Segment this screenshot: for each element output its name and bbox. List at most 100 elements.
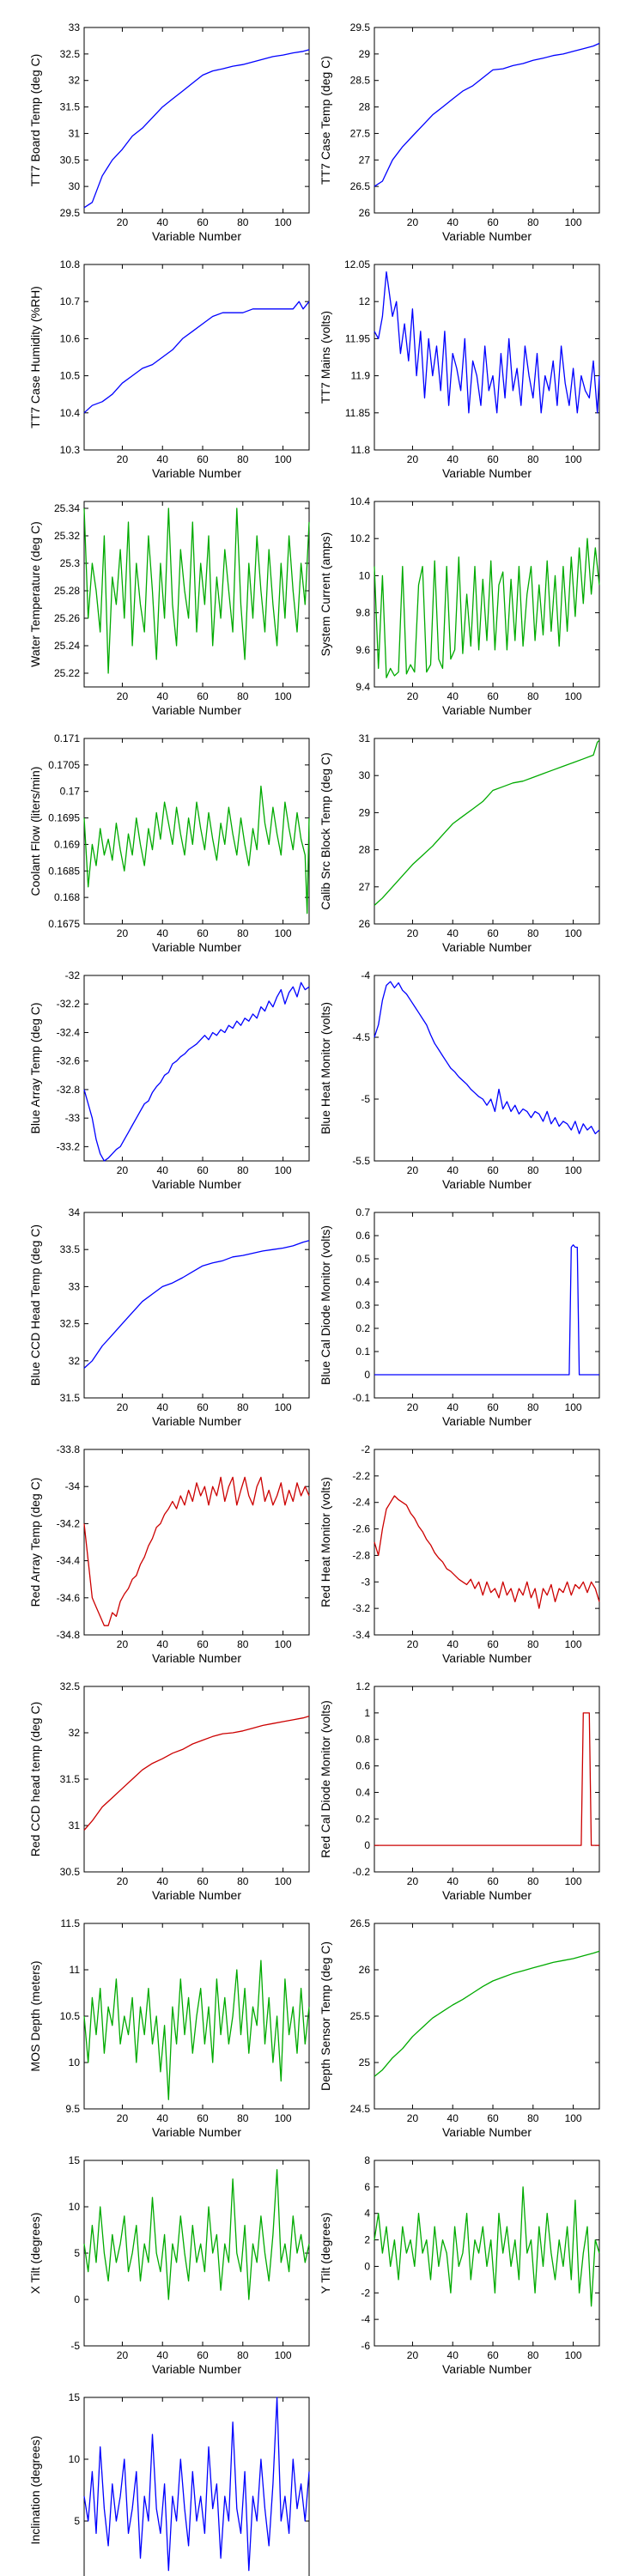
y-tick-label: -4 (361, 2313, 370, 2325)
x-tick-label: 40 (157, 927, 169, 939)
y-axis-label: Calib Src Block Temp (deg C) (319, 752, 332, 909)
y-tick-label: 33 (69, 1280, 81, 1292)
x-tick-label: 20 (407, 2349, 419, 2361)
y-axis-label: Water Temperature (deg C) (28, 521, 42, 667)
y-tick-label: 0 (364, 2260, 370, 2272)
chart-5: 20 40 60 80 100 25.22 25.24 25.26 25.28 25.3 25.32… (28, 501, 310, 717)
y-tick-label: 0.6 (355, 1230, 370, 1242)
y-tick-label: 0.3 (355, 1299, 370, 1311)
y-tick-label: 32 (69, 1355, 81, 1367)
y-tick-label: 10.4 (350, 495, 371, 507)
y-tick-label: -34.2 (57, 1517, 81, 1529)
x-tick-label: 100 (275, 1638, 292, 1650)
y-tick-label: 11 (70, 1964, 81, 1976)
y-tick-label: 25.24 (54, 640, 80, 652)
x-tick-label: 40 (447, 1875, 459, 1887)
x-axis-label: Variable Number (152, 1414, 241, 1428)
y-tick-label: 12.05 (344, 258, 370, 270)
y-tick-label: 0.1695 (48, 812, 80, 824)
y-tick-label: 32.5 (60, 1680, 81, 1692)
y-axis-label: TT7 Case Humidity (%RH) (28, 286, 42, 428)
x-tick-label: 40 (447, 690, 459, 702)
y-tick-label: 10.5 (60, 370, 81, 382)
x-axis-label: Variable Number (152, 703, 241, 717)
y-tick-label: 25.28 (54, 585, 80, 597)
y-tick-label: -3.2 (352, 1602, 370, 1614)
y-tick-label: 0.4 (355, 1276, 370, 1288)
chart-2: 20 40 60 80 100 26 26.5 27 27.5 28 28.5 29 29.5 Varia… (319, 21, 600, 243)
x-tick-label: 80 (237, 1875, 249, 1887)
series-line (374, 270, 600, 414)
y-tick-label: -32.2 (57, 998, 81, 1010)
y-tick-label: 33 (69, 21, 81, 33)
y-tick-label: 11.5 (61, 1917, 81, 1929)
plot-frame (374, 975, 600, 1162)
y-tick-label: 10.2 (350, 532, 371, 544)
x-tick-label: 20 (407, 1875, 419, 1887)
chart-18: 20 40 60 80 100 24.5 25 25.5 26 26.5 Variable Numb… (319, 1917, 600, 2139)
chart-7: 20 40 60 80 100 0.1675 0.168 0.1685 0.169 0.1695 0… (28, 732, 310, 954)
y-tick-label: 0 (364, 1839, 370, 1851)
plot-frame (374, 2160, 600, 2347)
y-tick-label: 26 (359, 918, 371, 930)
x-tick-label: 100 (275, 453, 292, 465)
plot-frame (83, 264, 310, 451)
y-tick-label: -34.6 (57, 1592, 81, 1604)
y-tick-label: -6 (361, 2340, 370, 2352)
plot-frame (374, 1923, 600, 2110)
y-tick-label: 5 (74, 2247, 80, 2259)
plot-frame (83, 1449, 310, 1636)
series-line (83, 1476, 310, 1626)
x-axis-label: Variable Number (152, 466, 241, 480)
series-line (374, 739, 600, 906)
x-tick-label: 60 (487, 2349, 499, 2361)
y-tick-label: 0.1705 (48, 759, 80, 771)
y-tick-label: 1 (364, 1707, 370, 1719)
x-tick-label: 80 (527, 1638, 539, 1650)
x-tick-label: 20 (117, 927, 129, 939)
series-line (374, 1950, 600, 2077)
series-line (374, 2186, 600, 2307)
y-tick-label: 9.6 (355, 644, 370, 656)
y-tick-label: 8 (364, 2154, 370, 2166)
y-tick-label: 9.4 (355, 681, 370, 693)
x-tick-label: 20 (407, 927, 419, 939)
x-tick-label: 80 (527, 453, 539, 465)
x-tick-label: 40 (157, 1638, 169, 1650)
x-tick-label: 60 (487, 1638, 499, 1650)
y-tick-label: -32.8 (57, 1084, 81, 1096)
y-tick-label: 31.5 (60, 1392, 81, 1404)
plot-frame (374, 1686, 600, 1873)
x-axis-label: Variable Number (152, 1888, 241, 1902)
y-tick-label: 0.6 (355, 1760, 370, 1772)
x-tick-label: 60 (197, 927, 209, 939)
series-line (83, 301, 310, 414)
x-tick-label: 80 (237, 2349, 249, 2361)
y-axis-label: Blue Array Temp (deg C) (28, 1002, 42, 1133)
y-tick-label: -2 (361, 2287, 370, 2299)
y-axis-label: Inclination (degrees) (28, 2436, 42, 2545)
y-tick-label: 31 (69, 127, 81, 139)
y-axis-label: Y Tilt (degrees) (319, 2213, 332, 2294)
series-line (83, 785, 310, 914)
x-tick-label: 60 (197, 1875, 209, 1887)
y-tick-label: 31.5 (60, 101, 81, 113)
y-tick-label: 11.95 (345, 332, 370, 344)
y-tick-label: 11.8 (351, 444, 371, 456)
y-axis-label: Red Array Temp (deg C) (28, 1478, 42, 1607)
y-tick-label: 31 (69, 1820, 81, 1832)
y-tick-label: 10.5 (60, 2010, 81, 2022)
y-tick-label: 25.26 (54, 612, 80, 624)
plot-frame (374, 1212, 600, 1399)
series-line (83, 981, 310, 1162)
chart-3: 20 40 60 80 100 10.3 10.4 10.5 10.6 10.7 10.8 Varia… (28, 258, 310, 480)
y-tick-label: 32 (69, 75, 81, 87)
y-tick-label: 0 (74, 2293, 80, 2306)
y-axis-label: Blue Heat Monitor (volts) (319, 1002, 332, 1134)
x-tick-label: 20 (407, 216, 419, 228)
chart-21: 20406080100051015Variable NumberInclinat… (28, 2391, 310, 2576)
y-tick-label: 25.3 (60, 557, 81, 569)
y-tick-label: 0.4 (355, 1786, 370, 1798)
y-tick-label: 11.9 (351, 370, 371, 382)
y-tick-label: -32.6 (57, 1055, 81, 1067)
